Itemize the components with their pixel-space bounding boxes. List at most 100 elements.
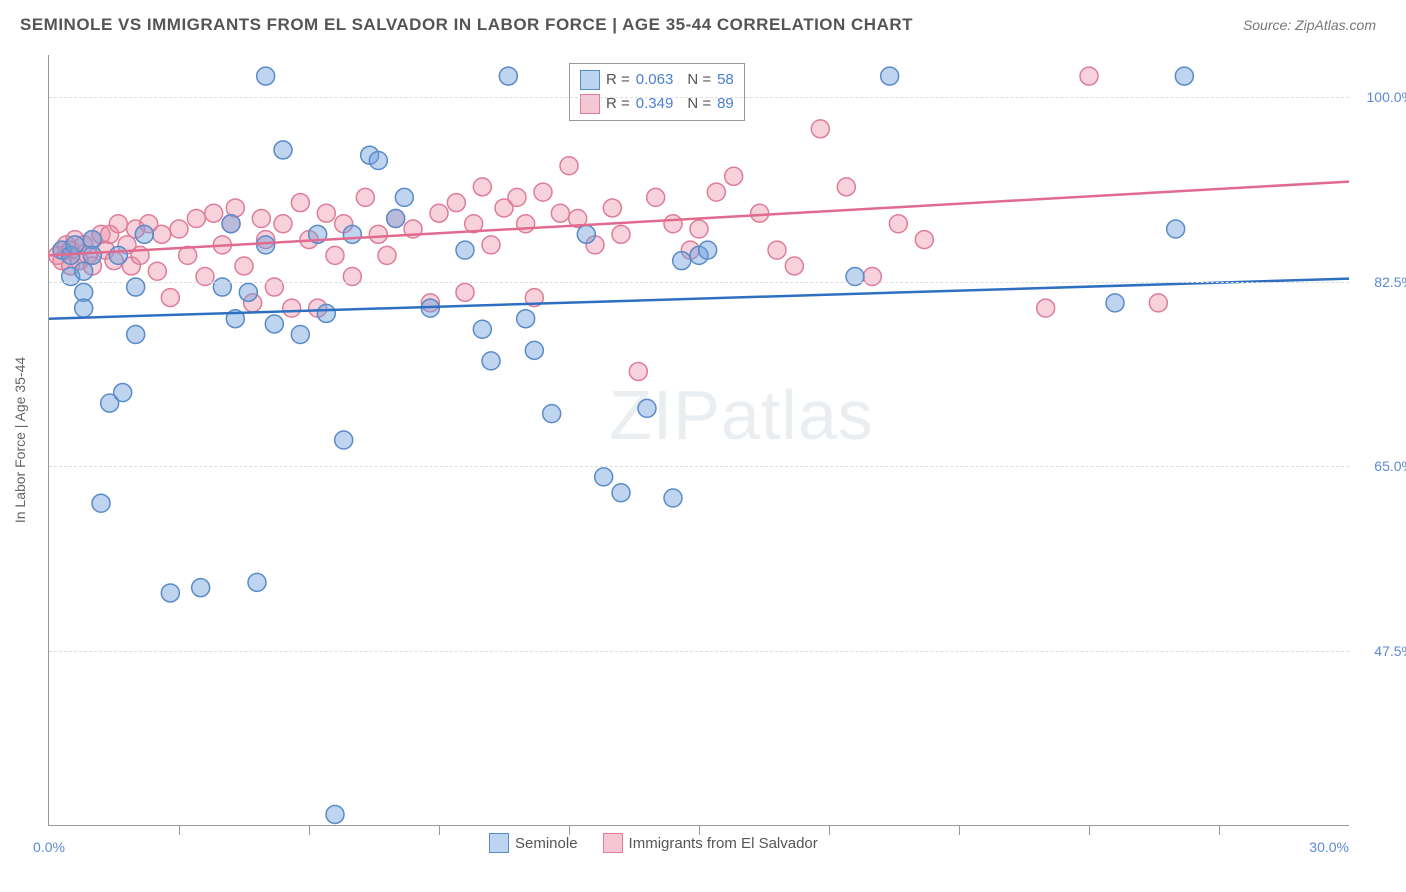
- data-point: [75, 262, 93, 280]
- data-point: [265, 315, 283, 333]
- data-point: [291, 194, 309, 212]
- data-point: [664, 215, 682, 233]
- r-label: R =: [606, 68, 630, 92]
- data-point: [1106, 294, 1124, 312]
- x-tick-label: 30.0%: [1309, 839, 1349, 855]
- data-point: [525, 341, 543, 359]
- y-tick-label: 82.5%: [1374, 274, 1406, 290]
- chart-title: SEMINOLE VS IMMIGRANTS FROM EL SALVADOR …: [20, 15, 913, 35]
- data-point: [109, 215, 127, 233]
- data-point: [473, 178, 491, 196]
- data-point: [395, 188, 413, 206]
- y-axis-label: In Labor Force | Age 35-44: [12, 357, 28, 523]
- data-point: [751, 204, 769, 222]
- data-point: [699, 241, 717, 259]
- data-point: [863, 268, 881, 286]
- r-value-pink: 0.349: [636, 92, 674, 116]
- y-tick-label: 65.0%: [1374, 458, 1406, 474]
- n-label: N =: [687, 92, 711, 116]
- data-point: [192, 579, 210, 597]
- series-legend: Seminole Immigrants from El Salvador: [489, 833, 818, 853]
- data-point: [837, 178, 855, 196]
- data-point: [291, 326, 309, 344]
- data-point: [508, 188, 526, 206]
- data-point: [768, 241, 786, 259]
- data-point: [317, 204, 335, 222]
- x-tick: [699, 825, 700, 835]
- data-point: [551, 204, 569, 222]
- x-tick-label: 0.0%: [33, 839, 65, 855]
- r-label: R =: [606, 92, 630, 116]
- gridline-h: [49, 466, 1349, 467]
- n-value-blue: 58: [717, 68, 734, 92]
- data-point: [725, 167, 743, 185]
- data-point: [252, 209, 270, 227]
- data-point: [343, 268, 361, 286]
- data-point: [369, 151, 387, 169]
- trend-line: [49, 182, 1349, 256]
- data-point: [109, 246, 127, 264]
- data-point: [283, 299, 301, 317]
- data-point: [673, 252, 691, 270]
- data-point: [595, 468, 613, 486]
- data-point: [343, 225, 361, 243]
- data-point: [222, 215, 240, 233]
- data-point: [153, 225, 171, 243]
- legend-row-blue: R = 0.063 N = 58: [580, 68, 734, 92]
- data-point: [1037, 299, 1055, 317]
- data-point: [66, 236, 84, 254]
- data-point: [517, 215, 535, 233]
- legend-label-blue: Seminole: [515, 835, 578, 852]
- data-point: [482, 352, 500, 370]
- data-point: [430, 204, 448, 222]
- data-point: [148, 262, 166, 280]
- correlation-legend: R = 0.063 N = 58 R = 0.349 N = 89: [569, 63, 745, 121]
- data-point: [213, 278, 231, 296]
- data-point: [707, 183, 725, 201]
- pink-swatch-icon: [603, 833, 623, 853]
- x-tick: [829, 825, 830, 835]
- x-tick: [439, 825, 440, 835]
- data-point: [647, 188, 665, 206]
- data-point: [369, 225, 387, 243]
- data-point: [543, 405, 561, 423]
- gridline-h: [49, 97, 1349, 98]
- x-tick: [309, 825, 310, 835]
- n-value-pink: 89: [717, 92, 734, 116]
- data-point: [1149, 294, 1167, 312]
- data-point: [881, 67, 899, 85]
- x-tick: [569, 825, 570, 835]
- data-point: [317, 304, 335, 322]
- data-point: [456, 241, 474, 259]
- data-point: [915, 231, 933, 249]
- x-tick: [1089, 825, 1090, 835]
- data-point: [257, 67, 275, 85]
- data-point: [889, 215, 907, 233]
- data-point: [456, 283, 474, 301]
- data-point: [235, 257, 253, 275]
- data-point: [274, 141, 292, 159]
- data-point: [378, 246, 396, 264]
- data-point: [534, 183, 552, 201]
- data-point: [785, 257, 803, 275]
- data-point: [127, 326, 145, 344]
- data-point: [205, 204, 223, 222]
- data-point: [161, 289, 179, 307]
- data-point: [274, 215, 292, 233]
- data-point: [257, 236, 275, 254]
- data-point: [387, 209, 405, 227]
- data-point: [248, 573, 266, 591]
- y-tick-label: 47.5%: [1374, 643, 1406, 659]
- gridline-h: [49, 282, 1349, 283]
- data-point: [517, 310, 535, 328]
- data-point: [499, 67, 517, 85]
- data-point: [447, 194, 465, 212]
- legend-item-pink: Immigrants from El Salvador: [603, 833, 818, 853]
- data-point: [239, 283, 257, 301]
- data-point: [161, 584, 179, 602]
- plot-area: ZIPatlas R = 0.063 N = 58 R = 0.349 N = …: [48, 55, 1349, 826]
- x-tick: [1219, 825, 1220, 835]
- data-point: [473, 320, 491, 338]
- legend-label-pink: Immigrants from El Salvador: [629, 835, 818, 852]
- data-point: [612, 225, 630, 243]
